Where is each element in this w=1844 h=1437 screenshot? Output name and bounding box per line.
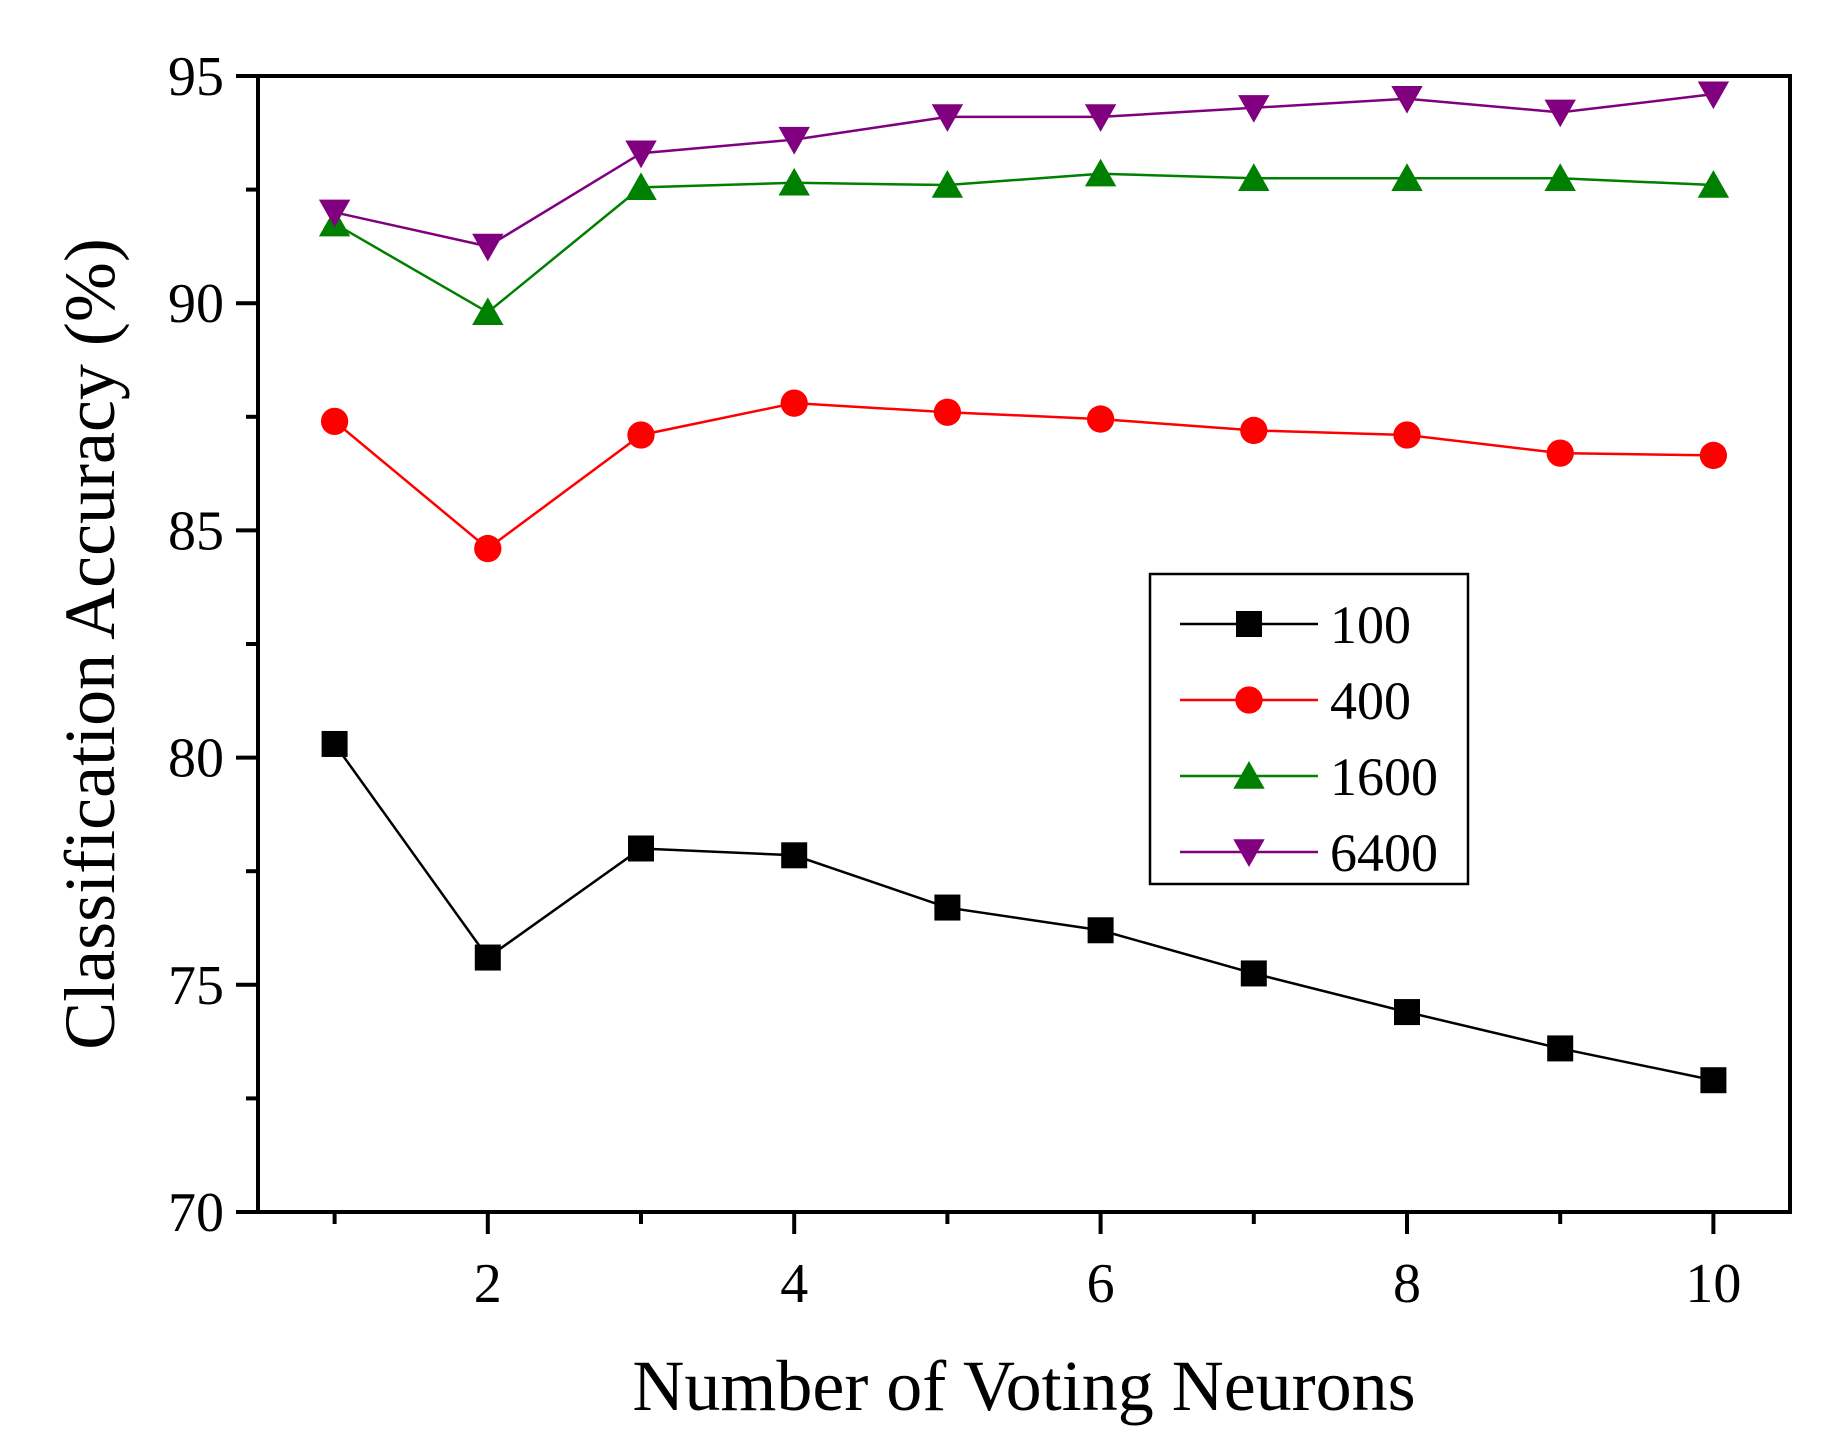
data-point	[933, 398, 962, 426]
y-axis-title: Classification Accuracy (%)	[50, 238, 130, 1050]
x-tick-label: 4	[780, 1253, 808, 1315]
y-tick-label: 90	[168, 273, 224, 335]
x-tick-label: 6	[1087, 1253, 1115, 1315]
data-point	[474, 944, 501, 971]
data-point	[1394, 999, 1420, 1026]
legend: 100 400 1600 6400	[1148, 572, 1470, 886]
series-line-6400	[334, 92, 1714, 248]
legend-item: 6400	[1180, 823, 1438, 883]
data-point	[1240, 960, 1267, 987]
x-tick-label: 8	[1393, 1253, 1421, 1315]
legend-label: 400	[1330, 671, 1411, 731]
data-point	[321, 730, 348, 757]
series-400	[320, 389, 1728, 563]
data-point	[1700, 1067, 1727, 1094]
x-tick-label: 2	[474, 1253, 502, 1315]
data-point	[1084, 158, 1117, 187]
x-tick-label: 10	[1685, 1253, 1741, 1315]
data-point	[1084, 104, 1117, 132]
data-point	[1238, 95, 1270, 123]
legend-marker	[1233, 761, 1265, 789]
data-point	[1699, 441, 1728, 470]
data-point	[1547, 1035, 1574, 1062]
data-point	[472, 233, 504, 262]
y-tick-label: 70	[168, 1182, 224, 1244]
legend-box	[1148, 572, 1470, 886]
data-point	[931, 104, 964, 132]
legend-item: 400	[1180, 671, 1411, 731]
data-point	[1391, 163, 1423, 191]
y-tick-label: 95	[168, 46, 224, 108]
data-point	[1240, 416, 1268, 445]
data-point	[1697, 81, 1730, 110]
series-line-1600	[333, 172, 1714, 314]
data-point	[931, 170, 964, 198]
y-tick-label: 80	[168, 728, 224, 790]
data-point	[778, 126, 810, 155]
data-point	[934, 894, 961, 921]
series-line-400	[333, 401, 1714, 551]
legend-label: 100	[1330, 595, 1411, 655]
data-point	[474, 534, 502, 563]
legend-marker	[1233, 839, 1265, 867]
data-point	[1393, 421, 1421, 449]
data-point	[320, 407, 349, 435]
series-6400	[318, 81, 1730, 262]
legend-marker	[1236, 611, 1262, 637]
series-line-100	[333, 743, 1714, 1082]
data-point	[1544, 163, 1576, 191]
data-point	[1697, 170, 1730, 198]
data-point	[1087, 917, 1114, 944]
y-tick-label: 75	[168, 955, 224, 1017]
x-axis-title: Number of Voting Neurons	[632, 1346, 1415, 1426]
y-tick-label: 85	[168, 500, 224, 562]
axis-ticks: 70 75 80 85 90 95 2 4 6 8 10	[168, 46, 1741, 1315]
series-group	[318, 81, 1730, 1094]
legend-label: 6400	[1330, 823, 1438, 883]
data-point	[1544, 99, 1576, 128]
data-point	[781, 842, 808, 869]
data-point	[625, 172, 657, 201]
data-point	[778, 167, 810, 196]
data-point	[1086, 405, 1115, 433]
legend-item: 1600	[1180, 747, 1438, 807]
data-point	[625, 140, 657, 169]
data-point	[472, 297, 504, 325]
data-point	[780, 389, 808, 417]
series-1600	[318, 158, 1730, 325]
data-point	[1238, 163, 1270, 191]
data-point	[1546, 439, 1574, 467]
legend-marker	[1235, 686, 1263, 714]
series-100	[321, 730, 1727, 1094]
legend-item: 100	[1180, 595, 1411, 655]
legend-label: 1600	[1330, 747, 1438, 807]
data-point	[627, 421, 655, 449]
data-point	[1391, 86, 1423, 114]
data-point	[628, 835, 654, 862]
data-point	[318, 199, 351, 228]
